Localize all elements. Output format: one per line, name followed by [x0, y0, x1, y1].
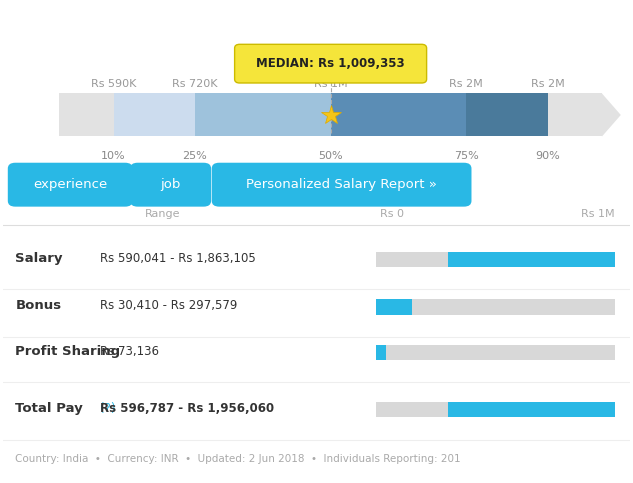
Text: Total Pay: Total Pay [15, 402, 83, 415]
Text: Salary: Salary [15, 252, 63, 265]
Text: Bonus: Bonus [15, 299, 61, 313]
FancyBboxPatch shape [376, 299, 412, 314]
Text: job: job [160, 178, 181, 191]
FancyBboxPatch shape [376, 402, 615, 417]
Polygon shape [113, 94, 195, 137]
FancyBboxPatch shape [376, 345, 385, 360]
Text: Rs 1M: Rs 1M [581, 209, 615, 219]
Text: Rs 30,410 - Rs 297,579: Rs 30,410 - Rs 297,579 [100, 299, 237, 313]
Text: experience: experience [33, 178, 108, 191]
Text: Personalized Salary Report »: Personalized Salary Report » [246, 178, 437, 191]
Text: 90%: 90% [536, 151, 560, 161]
Text: Rs 2M: Rs 2M [531, 79, 565, 89]
Polygon shape [195, 94, 330, 137]
FancyBboxPatch shape [448, 402, 615, 417]
FancyBboxPatch shape [8, 163, 133, 207]
Polygon shape [60, 94, 113, 137]
Text: Rs 2M: Rs 2M [449, 79, 483, 89]
FancyBboxPatch shape [130, 163, 211, 207]
FancyBboxPatch shape [376, 252, 615, 267]
Polygon shape [330, 94, 467, 137]
Polygon shape [602, 94, 621, 137]
Text: MEDIAN: Rs 1,009,353: MEDIAN: Rs 1,009,353 [256, 57, 405, 70]
Text: (?): (?) [100, 402, 116, 415]
Text: 10%: 10% [101, 151, 126, 161]
Text: Rs 590K: Rs 590K [91, 79, 136, 89]
FancyBboxPatch shape [448, 252, 615, 267]
Text: Range: Range [145, 209, 180, 219]
FancyBboxPatch shape [211, 163, 472, 207]
FancyBboxPatch shape [376, 299, 615, 314]
Text: Country: India  •  Currency: INR  •  Updated: 2 Jun 2018  •  Individuals Reporti: Country: India • Currency: INR • Updated… [15, 454, 461, 464]
Text: Profit Sharing: Profit Sharing [15, 345, 120, 358]
Text: 75%: 75% [454, 151, 479, 161]
Text: Rs 73,136: Rs 73,136 [100, 345, 159, 358]
Text: 25%: 25% [182, 151, 208, 161]
FancyBboxPatch shape [235, 44, 427, 83]
Polygon shape [467, 94, 548, 137]
Text: Rs 596,787 - Rs 1,956,060: Rs 596,787 - Rs 1,956,060 [100, 402, 274, 415]
Text: Rs 0: Rs 0 [380, 209, 404, 219]
Polygon shape [548, 94, 602, 137]
Text: Rs 1M: Rs 1M [314, 79, 348, 89]
FancyBboxPatch shape [376, 345, 615, 360]
Text: Rs 720K: Rs 720K [172, 79, 218, 89]
Text: 50%: 50% [318, 151, 343, 161]
Text: Rs 590,041 - Rs 1,863,105: Rs 590,041 - Rs 1,863,105 [100, 252, 256, 265]
